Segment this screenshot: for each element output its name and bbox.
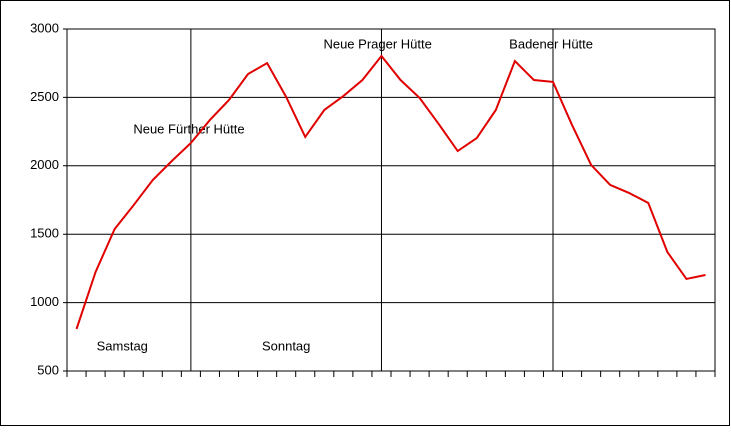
line-series: [75, 54, 706, 330]
plot-area: [66, 28, 716, 372]
annotation: Samstag: [97, 338, 148, 353]
y-tick-label: 2000: [30, 157, 59, 172]
y-tick-label: 500: [37, 362, 59, 377]
annotation: Sonntag: [262, 338, 310, 353]
y-tick-label: 2500: [30, 89, 59, 104]
y-tick-label: 1000: [30, 294, 59, 309]
y-tick-label: 3000: [30, 20, 59, 35]
annotation: Neue Prager Hütte: [323, 36, 431, 51]
annotation: Neue Fürther Hütte: [133, 121, 244, 136]
annotation: Badener Hütte: [509, 36, 593, 51]
y-tick-label: 1500: [30, 226, 59, 241]
